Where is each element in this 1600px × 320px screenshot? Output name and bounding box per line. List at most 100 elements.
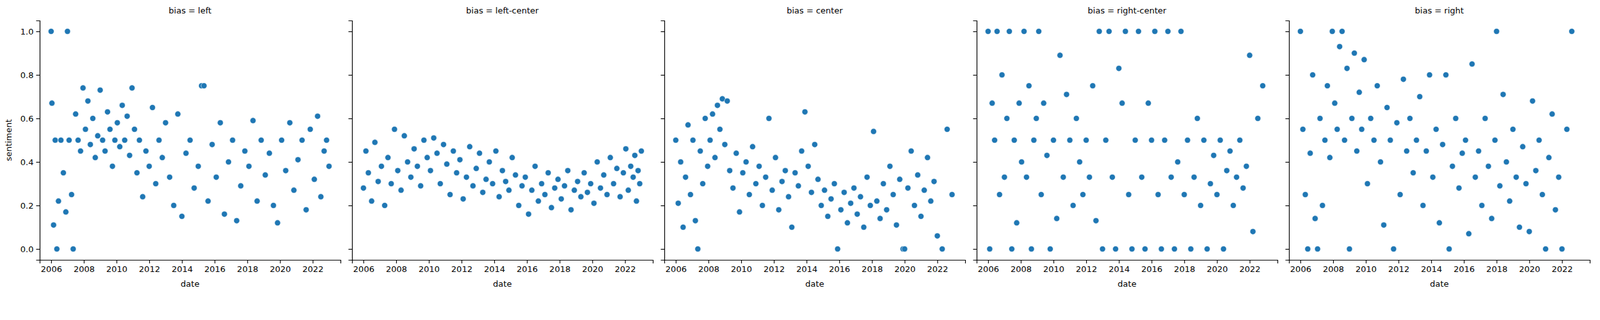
point: [1475, 147, 1482, 154]
point: [1304, 245, 1311, 252]
point: [999, 71, 1005, 78]
point: [1416, 93, 1423, 100]
x-tick-mark: [247, 259, 248, 264]
point: [1370, 136, 1377, 143]
point: [1187, 245, 1194, 252]
point: [1246, 52, 1253, 59]
point: [398, 187, 404, 194]
point: [52, 136, 59, 143]
point: [486, 158, 493, 165]
x-tick: 2012: [1388, 259, 1410, 274]
point: [1259, 82, 1266, 89]
y-axis: [1285, 21, 1290, 261]
y-tick-mark: [1285, 74, 1290, 76]
point: [87, 141, 94, 148]
point: [407, 174, 414, 180]
point: [887, 163, 893, 169]
point: [1217, 136, 1224, 143]
point: [587, 180, 594, 187]
point: [1168, 174, 1174, 180]
point: [456, 156, 463, 163]
x-tick: 2006: [40, 259, 63, 274]
point: [1066, 136, 1073, 143]
point: [638, 147, 645, 154]
point: [1207, 180, 1214, 187]
points: [48, 28, 332, 252]
point: [466, 144, 473, 150]
panel-title: bias = right-center: [1088, 5, 1167, 16]
point: [1349, 115, 1355, 121]
point: [82, 126, 89, 132]
point: [1361, 56, 1368, 63]
x-tick: 2022: [615, 259, 637, 274]
point: [818, 202, 825, 208]
x-tick-mark: [396, 259, 397, 264]
point: [908, 147, 914, 154]
point: [1102, 136, 1109, 143]
point: [365, 169, 372, 176]
point: [1443, 71, 1449, 78]
point: [1020, 28, 1027, 34]
point: [1070, 202, 1076, 208]
point: [558, 195, 564, 202]
point: [1523, 180, 1529, 187]
x-tick-label: 2020: [894, 264, 916, 274]
x-tick-label: 2022: [1552, 264, 1574, 274]
point: [1105, 28, 1112, 34]
x-axis-line: [1289, 260, 1591, 264]
x-tick-mark: [708, 259, 710, 264]
x-tick: 2022: [302, 259, 324, 274]
y-tick: [348, 118, 353, 120]
point: [430, 135, 437, 141]
point: [102, 147, 109, 154]
point: [914, 172, 921, 178]
point: [1319, 202, 1326, 208]
x-tick-label: 2018: [861, 264, 883, 274]
point: [993, 28, 1000, 34]
y-tick-mark: [1285, 161, 1290, 163]
y-tick-mark: [36, 31, 41, 32]
point: [600, 172, 607, 178]
point: [1520, 144, 1526, 150]
x-tick-label: 2010: [730, 264, 752, 274]
x-tick-label: 2020: [581, 264, 603, 274]
point: [1145, 100, 1152, 107]
point: [50, 222, 57, 228]
point: [1387, 136, 1394, 143]
point: [568, 206, 575, 213]
x-tick: 2022: [1552, 259, 1574, 274]
x-tick-label: 2022: [1239, 264, 1261, 274]
point: [1001, 174, 1008, 180]
point: [191, 184, 198, 191]
point: [1204, 245, 1211, 252]
y-tick-mark: [36, 205, 41, 207]
point: [179, 213, 185, 219]
point: [1200, 136, 1207, 143]
point: [1148, 136, 1155, 143]
point: [49, 100, 56, 107]
points: [360, 126, 644, 217]
x-tick-label: 2016: [1453, 264, 1475, 274]
x-tick-mark: [839, 259, 840, 264]
point: [1297, 28, 1304, 34]
point: [986, 245, 993, 252]
point: [183, 150, 189, 157]
point: [525, 211, 532, 217]
point: [1214, 191, 1220, 198]
x-tick: 2018: [861, 259, 883, 274]
y-tick: [1285, 74, 1290, 76]
point: [1197, 202, 1204, 208]
point: [106, 126, 113, 132]
point: [149, 104, 156, 111]
y-tick-mark: [973, 31, 978, 32]
x-axis: 200620082010201220142016201820202022: [664, 259, 966, 274]
x-tick-mark: [773, 259, 775, 264]
point: [1230, 202, 1236, 208]
point: [170, 202, 177, 208]
point: [1089, 82, 1096, 89]
point: [1429, 174, 1436, 180]
point: [362, 147, 369, 154]
point: [1158, 245, 1165, 252]
y-tick: [1285, 118, 1290, 120]
panel: 200620082010201220142016201820202022bias…: [348, 5, 654, 289]
